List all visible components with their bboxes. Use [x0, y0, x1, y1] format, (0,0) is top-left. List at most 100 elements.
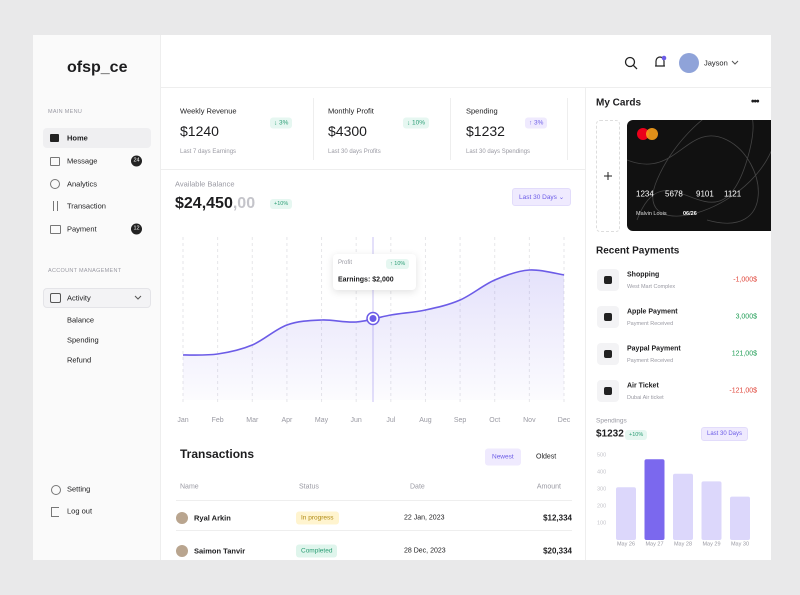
- balance-amount: $24,450,00: [175, 195, 255, 213]
- tab[interactable]: Oldest: [536, 453, 557, 461]
- stats-divider: [161, 169, 585, 170]
- change-badge: +10%: [625, 430, 648, 440]
- change-badge: ↑ 3%: [525, 117, 548, 129]
- amount: $20,334: [543, 546, 572, 556]
- more-icon[interactable]: •••: [751, 96, 759, 108]
- change-badge: +10%: [270, 199, 293, 209]
- icon: [50, 179, 60, 189]
- home-icon: [50, 134, 59, 142]
- menu-item[interactable]: Analytics: [67, 179, 98, 189]
- card[interactable]: [627, 120, 771, 231]
- column-header: Date: [410, 483, 425, 491]
- submenu-item[interactable]: Balance: [67, 315, 95, 325]
- name: Saimon Tanvir: [194, 546, 246, 556]
- x-tick-label: Aug: [419, 417, 432, 424]
- payment-sub: Dubai Air ticket: [627, 395, 664, 401]
- plus-icon: [604, 172, 612, 180]
- section-title: ACCOUNT MANAGEMENT: [48, 268, 122, 274]
- stat-note: Last 30 days Spendings: [466, 149, 531, 155]
- x-tick-label: Apr: [281, 417, 293, 424]
- card-pattern: [627, 120, 771, 224]
- date: 22 Jan, 2023: [404, 514, 445, 522]
- stat-value: $1232: [466, 123, 505, 139]
- add-card[interactable]: [596, 120, 620, 232]
- avatar[interactable]: [679, 53, 699, 73]
- card-expiry: 06/26: [683, 211, 697, 217]
- menu-item[interactable]: Message: [67, 156, 98, 166]
- x-tick-label: May 28: [674, 541, 692, 547]
- menu-item[interactable]: Activity: [67, 293, 91, 303]
- name: Ryal Arkin: [194, 513, 231, 523]
- stat-title[interactable]: Spending: [466, 106, 498, 116]
- bar: [644, 459, 665, 540]
- menu-item[interactable]: Payment: [67, 224, 97, 234]
- tab[interactable]: Newest: [485, 448, 521, 466]
- icon: [50, 225, 61, 234]
- payment-sub: Payment Received: [627, 358, 674, 364]
- section-title: Recent Payments: [596, 245, 680, 257]
- user-name[interactable]: Jayson: [704, 58, 728, 68]
- date: 28 Dec, 2023: [404, 547, 446, 555]
- y-tick-label: 100: [597, 520, 606, 526]
- payment-glyph: [604, 350, 612, 358]
- x-tick-label: Dec: [558, 417, 571, 424]
- payment-amount: -121,00$: [729, 387, 757, 395]
- menu-item[interactable]: Home: [67, 133, 88, 143]
- x-tick-label: May 29: [702, 541, 720, 547]
- chevron: [134, 295, 142, 300]
- x-tick-label: May 27: [645, 541, 663, 547]
- bell-icon[interactable]: [653, 55, 667, 70]
- change-badge: ↓ 3%: [270, 117, 293, 129]
- section-title: My Cards: [596, 97, 642, 109]
- filter[interactable]: Last 30 Days: [701, 427, 749, 441]
- bar: [730, 496, 750, 540]
- search-icon[interactable]: [624, 56, 638, 70]
- payment-name: Paypal Payment: [627, 345, 681, 353]
- balance-label: Available Balance: [175, 179, 235, 189]
- stat-value: $1240: [180, 123, 219, 139]
- avatar: [176, 545, 188, 557]
- submenu-item[interactable]: Refund: [67, 355, 92, 365]
- divider: [567, 98, 568, 160]
- x-tick-label: May: [315, 417, 329, 424]
- brand[interactable]: ofsp_ce: [67, 59, 128, 76]
- x-tick-label: Sep: [454, 417, 467, 424]
- avatar: [176, 512, 188, 524]
- menu-item[interactable]: Log out: [67, 506, 93, 516]
- x-tick-label: Jul: [386, 417, 395, 424]
- card-number: 1234: [636, 189, 654, 199]
- tooltip-text: Earnings: $2,000: [338, 276, 394, 284]
- icon: [51, 507, 59, 517]
- payment-glyph: [604, 313, 612, 321]
- column-header: Status: [299, 483, 319, 491]
- payment-glyph: [604, 276, 612, 284]
- y-tick-label: 300: [597, 486, 606, 492]
- spendings-label: Spendings: [596, 417, 627, 425]
- section-title: MAIN MENU: [48, 109, 83, 115]
- status: Completed: [296, 544, 338, 558]
- row-divider: [176, 530, 572, 531]
- filter[interactable]: Last 30 Days ⌄: [512, 188, 572, 206]
- badge: 24: [131, 155, 142, 167]
- x-tick-label: Jan: [177, 417, 188, 424]
- payment-name: Apple Payment: [627, 308, 678, 316]
- stat-title[interactable]: Monthly Profit: [328, 106, 374, 116]
- header-divider: [161, 87, 771, 88]
- stat-note: Last 7 days Earnings: [180, 149, 237, 155]
- icon: [53, 201, 54, 211]
- submenu-item[interactable]: Spending: [67, 335, 99, 345]
- icon: [51, 485, 61, 495]
- payment-amount: -1,000$: [733, 276, 757, 284]
- chevron: [731, 60, 739, 65]
- column-header: Amount: [536, 483, 561, 491]
- spendings-value: $1232: [596, 428, 624, 440]
- stat-title[interactable]: Weekly Revenue: [180, 106, 237, 116]
- menu-item[interactable]: Setting: [67, 484, 91, 494]
- x-tick-label: Jun: [351, 417, 362, 424]
- dropdown[interactable]: [43, 288, 151, 308]
- section-title: Transactions: [180, 447, 255, 461]
- menu-item[interactable]: Transaction: [67, 201, 106, 211]
- y-tick-label: 200: [597, 503, 606, 509]
- payment-name: Air Ticket: [627, 382, 659, 390]
